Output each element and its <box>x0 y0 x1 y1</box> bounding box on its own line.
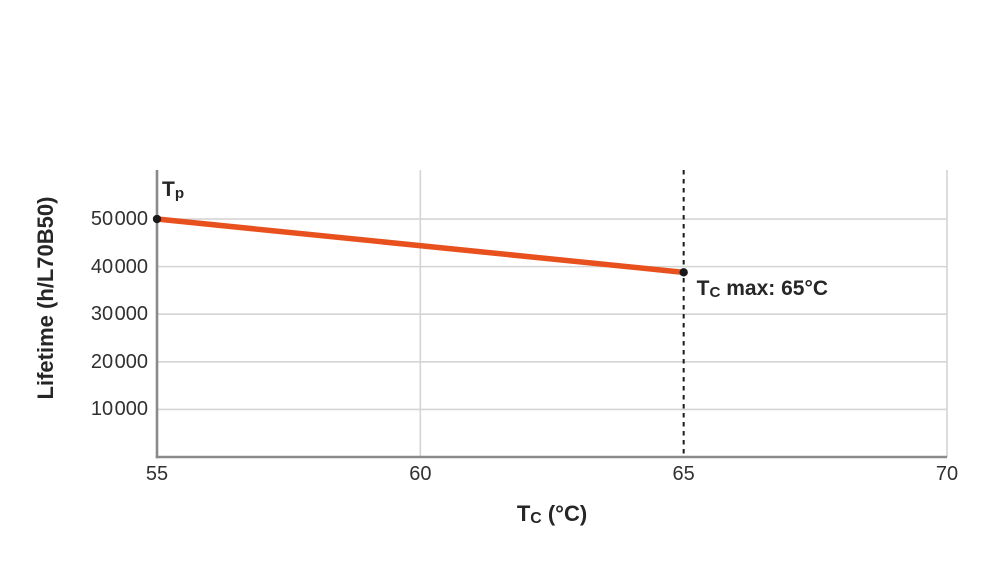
y-tick-label: 20 000 <box>90 350 148 373</box>
x-axis-title-unit: (°C) <box>541 501 588 526</box>
y-tick-label: 40 000 <box>90 255 148 278</box>
x-tick-label: 55 <box>145 463 169 485</box>
data-point-marker <box>152 214 162 224</box>
y-tick-label: 50 000 <box>90 208 148 231</box>
x-axis-title-subscript: C <box>530 509 542 527</box>
x-tick-label: 65 <box>672 463 695 485</box>
x-tick-label: 70 <box>935 463 959 485</box>
lifetime-curve <box>154 216 687 276</box>
x-axis-title: TC (°C) <box>157 501 947 527</box>
y-tick-label: 30 000 <box>90 303 148 326</box>
annotation-tp: Tp <box>162 178 185 202</box>
y-tick-label: 10 000 <box>90 398 148 421</box>
data-point-marker <box>679 268 688 277</box>
x-tick-label: 60 <box>409 463 432 485</box>
annotation-tc-max: TC max: 65°C <box>696 277 829 302</box>
x-axis-title-main: T <box>516 501 531 526</box>
y-axis-title: Lifetime (h/L70B50) <box>33 196 58 400</box>
